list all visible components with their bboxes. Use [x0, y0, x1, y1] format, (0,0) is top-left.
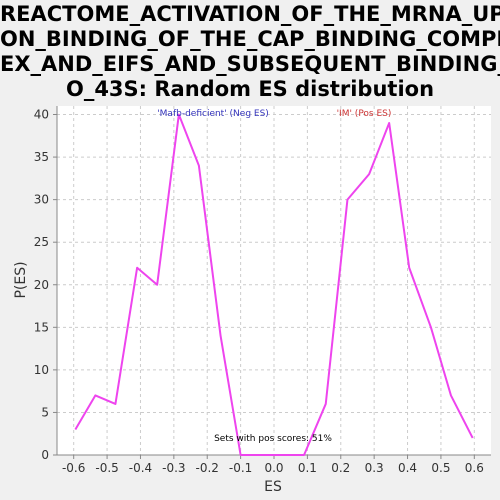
pos-scores-annotation: Sets with pos scores: 51%: [214, 434, 332, 444]
y-tick-label: 30: [34, 193, 49, 207]
x-tick-label: 0.4: [398, 461, 417, 475]
x-tick-label: -0.4: [129, 461, 152, 475]
x-axis-label: ES: [264, 479, 282, 495]
pos-es-annotation: 'IM' (Pos ES): [337, 109, 392, 119]
y-axis-label: P(ES): [13, 261, 29, 298]
x-tick-label: 0.1: [298, 461, 317, 475]
title-line-1: REACTOME_ACTIVATION_OF_THE_MRNA_UP: [0, 2, 500, 26]
y-tick-label: 15: [34, 320, 49, 334]
y-tick-label: 35: [34, 150, 49, 164]
x-tick-label: -0.5: [95, 461, 118, 475]
x-tick-label: -0.6: [62, 461, 85, 475]
x-tick-label: 0.3: [365, 461, 384, 475]
y-tick-label: 10: [34, 363, 49, 377]
es-series-line: [74, 113, 474, 456]
y-tick-label: 25: [34, 235, 49, 249]
x-tick-label: 0.6: [465, 461, 484, 475]
x-tick-label: -0.2: [196, 461, 219, 475]
axes: 0 5 10 15 20 25 30 35 40 -0.6 -0.5 -0.4 -0.3 -0.2 -0.1…: [34, 106, 491, 475]
x-tick-label: 0.2: [331, 461, 350, 475]
x-tick-label: 0.0: [264, 461, 283, 475]
y-tick-label: 20: [34, 278, 49, 292]
title-line-3: EX_AND_EIFS_AND_SUBSEQUENT_BINDING_T: [0, 52, 500, 76]
x-tick-label: -0.1: [229, 461, 252, 475]
series-layer: [74, 113, 474, 456]
grid: [57, 106, 491, 456]
x-tick-label: 0.5: [431, 461, 450, 475]
y-tick-label: 5: [41, 405, 49, 419]
neg-es-annotation: 'Mafb-deficient' (Neg ES): [157, 109, 269, 119]
title-line-4: O_43S: Random ES distribution: [65, 77, 435, 101]
chart-title: REACTOME_ACTIVATION_OF_THE_MRNA_UP ON_BI…: [0, 2, 500, 102]
y-tick-label: 0: [41, 448, 49, 462]
x-tick-label: -0.3: [162, 461, 185, 475]
y-tick-label: 40: [34, 108, 49, 122]
title-line-2: ON_BINDING_OF_THE_CAP_BINDING_COMPL: [0, 27, 500, 51]
